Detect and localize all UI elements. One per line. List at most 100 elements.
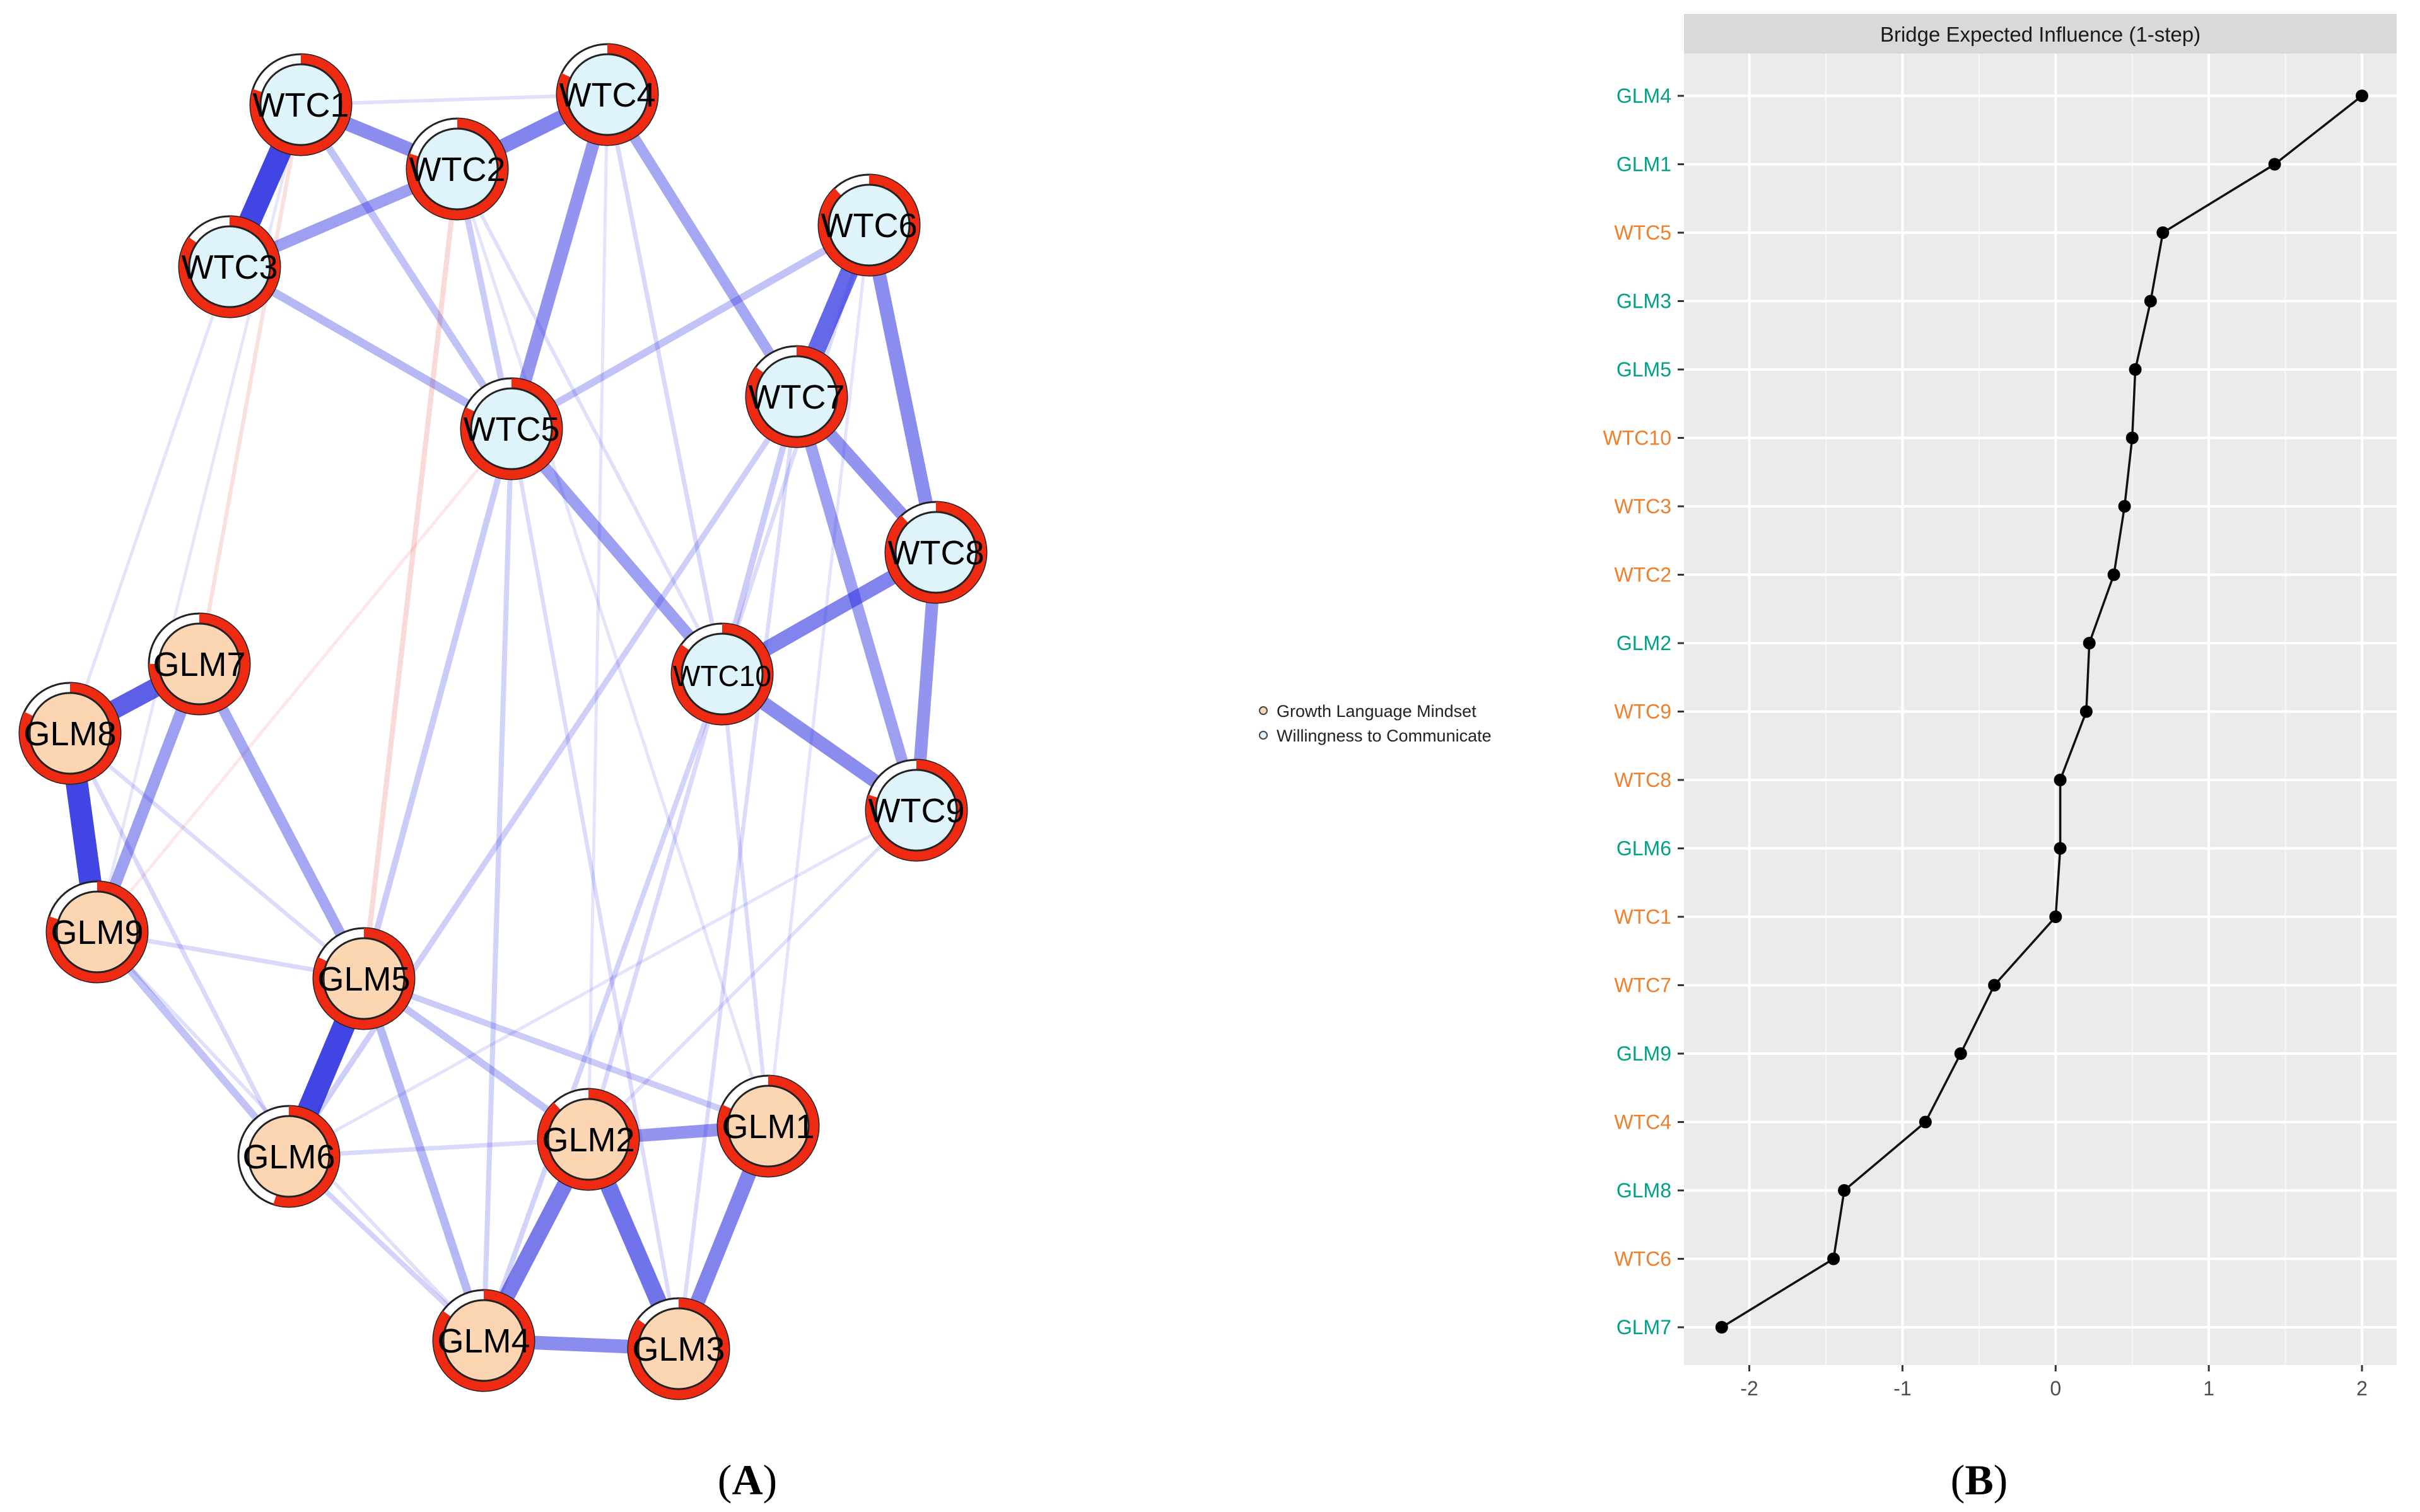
edge-glm8-glm6 [67, 732, 291, 1158]
node-wtc5: WTC5 [460, 377, 563, 480]
node-disc [547, 1098, 630, 1181]
edge-glm5-glm4 [359, 977, 488, 1342]
node-label: GLM3 [632, 1330, 725, 1368]
node-label: WTC3 [182, 248, 278, 286]
node-label: WTC1 [253, 86, 349, 124]
y-tick-label-glm9: GLM9 [1616, 1042, 1671, 1065]
node-wtc7: WTC7 [745, 345, 848, 448]
node-glm5: GLM5 [312, 927, 416, 1030]
edge-glm7-glm5 [194, 661, 369, 981]
node-glm6: GLM6 [237, 1105, 341, 1208]
node-disc [416, 127, 499, 211]
y-tick-label-wtc9: WTC9 [1614, 701, 1671, 723]
node-label: WTC5 [464, 410, 560, 448]
point-glm4 [2356, 90, 2368, 102]
point-wtc8 [2054, 774, 2067, 786]
panel-label-a: (A) [718, 1456, 777, 1504]
node-label: GLM1 [722, 1108, 814, 1146]
node-label: WTC9 [868, 792, 965, 830]
edge-wtc5-wtc10 [507, 425, 727, 678]
node-label: WTC6 [821, 207, 918, 245]
network-nodes: WTC1 WTC2 WTC3 WTC4 WTC5 WTC6 WTC7 WTC8 WTC9 WTC1… [18, 43, 988, 1400]
point-glm1 [2268, 158, 2281, 171]
edge-wtc1-wtc5 [298, 102, 515, 431]
point-glm8 [1838, 1184, 1851, 1197]
node-label: WTC7 [749, 378, 845, 416]
y-tick-label-glm3: GLM3 [1616, 290, 1671, 313]
edge-wtc3-wtc5 [227, 263, 514, 433]
plot-panel [1684, 54, 2397, 1365]
edge-wtc4-wtc5 [505, 93, 614, 431]
node-wtc9: WTC9 [865, 759, 968, 862]
node-disc [566, 53, 649, 136]
node-label: WTC2 [409, 151, 506, 189]
node-pie-arc [718, 1076, 819, 1177]
edge-wtc5-glm9 [96, 427, 513, 933]
node-disc [637, 1307, 720, 1390]
point-wtc5 [2156, 226, 2170, 239]
node-disc [894, 511, 978, 594]
point-wtc2 [2107, 568, 2120, 581]
node-pie-arc [866, 760, 967, 861]
gridlines [1684, 54, 2397, 1365]
edge-wtc3-glm8 [68, 266, 231, 734]
legend-marker-wtc [1259, 731, 1268, 740]
x-tick-label: 0 [2050, 1377, 2061, 1400]
y-tick-label-glm5: GLM5 [1616, 358, 1671, 381]
node-pie-arc [149, 614, 250, 714]
network-plot: WTC1 WTC2 WTC3 WTC4 WTC5 WTC6 WTC7 WTC8 WTC9 WTC1… [18, 43, 1492, 1504]
node-wtc6: WTC6 [817, 173, 921, 277]
node-glm9: GLM9 [45, 880, 149, 984]
point-wtc4 [1919, 1115, 1932, 1129]
node-pie-arc [461, 378, 562, 479]
node-pie-arc [628, 1298, 729, 1399]
node-pie-arc [746, 346, 847, 447]
legend-marker-glm [1259, 706, 1268, 715]
point-wtc3 [2118, 500, 2131, 513]
node-disc [755, 355, 838, 438]
point-wtc7 [1988, 979, 2001, 992]
edge-wtc10-glm4 [481, 673, 725, 1342]
node-pie-arc [20, 683, 120, 784]
node-disc [259, 63, 342, 146]
node-disc [875, 769, 958, 852]
node-glm8: GLM8 [18, 682, 122, 785]
y-tick-label-glm2: GLM2 [1616, 632, 1671, 654]
node-pie-arc [273, 1106, 339, 1207]
node-pie-arc [179, 216, 280, 317]
node-label: GLM5 [317, 960, 410, 998]
node-pie-arc [313, 928, 414, 1029]
node-label: WTC10 [673, 660, 771, 692]
edge-wtc2-glm5 [361, 168, 460, 979]
x-tick-label: 2 [2356, 1377, 2368, 1400]
node-label: GLM8 [23, 715, 116, 753]
y-tick-label-glm1: GLM1 [1616, 153, 1671, 176]
node-pie-arc [47, 881, 148, 982]
node-glm2: GLM2 [537, 1088, 640, 1191]
node-label: GLM4 [437, 1322, 530, 1360]
x-tick-label: -2 [1740, 1377, 1758, 1400]
node-pie-arc [250, 54, 351, 155]
edge-wtc6-glm1 [766, 224, 871, 1127]
edge-wtc6-wtc8 [862, 223, 943, 554]
point-glm9 [1954, 1047, 1967, 1060]
y-tick-label-wtc7: WTC7 [1614, 974, 1671, 997]
node-disc [158, 622, 241, 706]
node-disc [681, 632, 764, 716]
edge-wtc10-glm1 [720, 673, 771, 1127]
point-glm5 [2129, 363, 2142, 376]
node-disc [442, 1299, 525, 1382]
y-tick-label-wtc4: WTC4 [1614, 1111, 1671, 1134]
y-tick-label-wtc3: WTC3 [1614, 495, 1671, 518]
panel-label-b: (B) [1951, 1456, 2008, 1504]
y-tick-label-wtc6: WTC6 [1614, 1248, 1671, 1271]
node-pie-arc [407, 119, 508, 219]
node-glm4: GLM4 [432, 1289, 535, 1392]
node-glm3: GLM3 [627, 1297, 730, 1400]
edge-wtc9-glm2 [587, 808, 918, 1141]
node-pie-arc [886, 502, 986, 603]
node-label: GLM2 [542, 1121, 634, 1159]
node-wtc1: WTC1 [249, 53, 353, 156]
panel-label-a-letter: A [732, 1456, 763, 1504]
edge-wtc4-wtc7 [602, 91, 802, 400]
